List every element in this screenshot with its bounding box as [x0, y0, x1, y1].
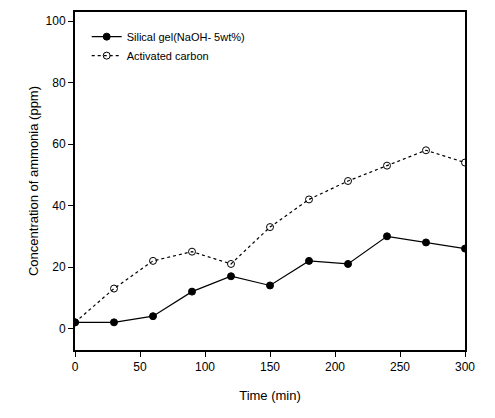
svg-text:100: 100	[46, 14, 66, 28]
svg-text:0: 0	[59, 322, 66, 336]
svg-text:20: 20	[52, 260, 66, 274]
svg-text:150: 150	[260, 360, 280, 374]
svg-text:Silical gel(NaOH- 5wt%): Silical gel(NaOH- 5wt%)	[127, 31, 245, 43]
svg-text:200: 200	[325, 360, 345, 374]
svg-text:Activated carbon: Activated carbon	[127, 50, 209, 62]
svg-text:80: 80	[52, 76, 66, 90]
svg-text:0: 0	[72, 360, 79, 374]
svg-text:60: 60	[52, 137, 66, 151]
svg-text:100: 100	[195, 360, 215, 374]
svg-text:Concentration of ammonia (ppm): Concentration of ammonia (ppm)	[26, 86, 41, 276]
svg-text:40: 40	[52, 199, 66, 213]
svg-text:50: 50	[133, 360, 147, 374]
svg-text:300: 300	[455, 360, 475, 374]
svg-text:Time (min): Time (min)	[239, 388, 301, 403]
svg-text:250: 250	[390, 360, 410, 374]
